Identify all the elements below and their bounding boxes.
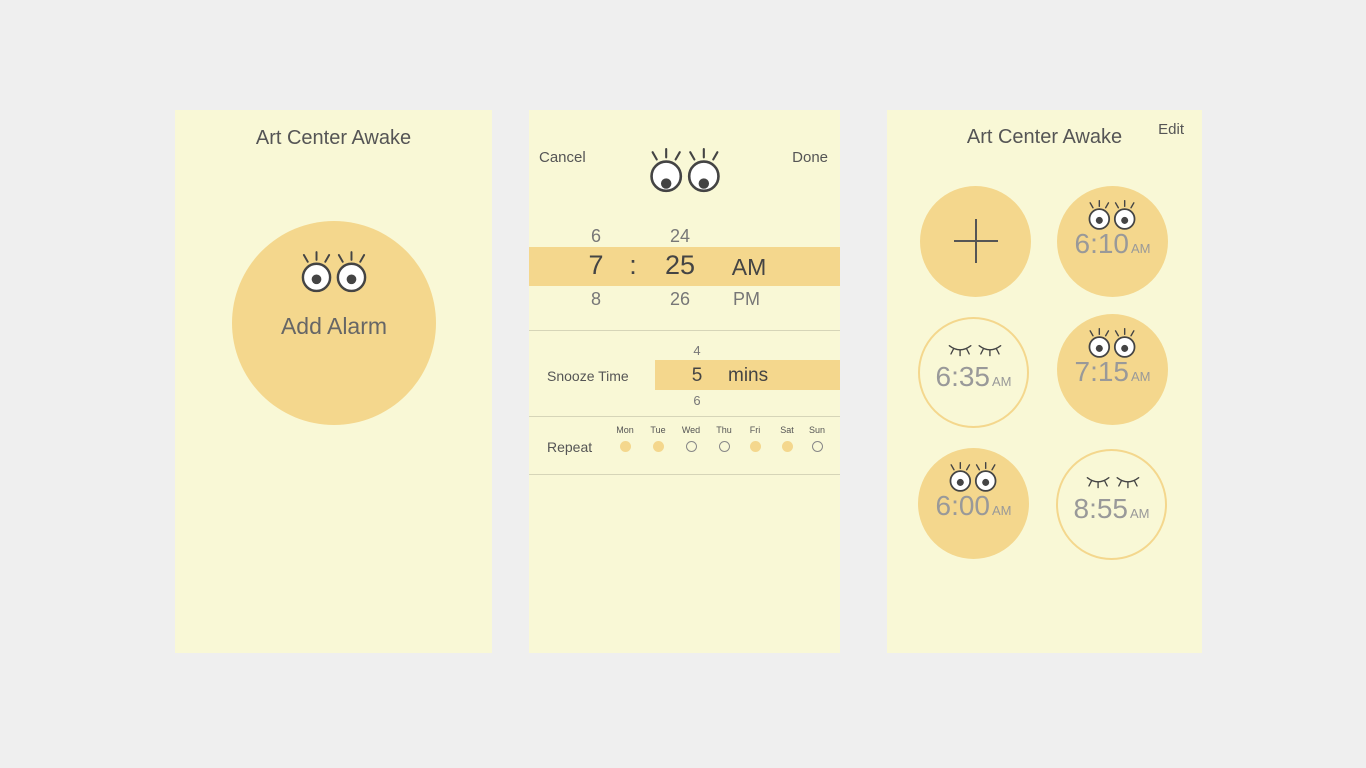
alarm-time-value: 6:35 — [935, 361, 991, 392]
ampm-next[interactable]: PM — [733, 289, 760, 309]
cancel-button[interactable]: Cancel — [539, 149, 586, 166]
app-title: Art Center Awake — [966, 126, 1123, 148]
repeat-day-label: Wed — [681, 425, 701, 435]
home-screen: Art Center Awake Add Alarm — [175, 110, 492, 653]
hour-next[interactable]: 8 — [590, 289, 601, 309]
snooze-value[interactable]: 5 — [691, 365, 703, 386]
repeat-day-label: Sun — [808, 425, 825, 435]
snooze-prev[interactable]: 4 — [693, 343, 701, 358]
repeat-day-toggle[interactable] — [781, 441, 793, 452]
edit-alarm-screen: Cancel Done 6 7 8 : 24 25 26 AM PM Snooz… — [529, 110, 840, 653]
divider — [529, 330, 840, 331]
closed-eyes-icon — [946, 339, 1004, 359]
alarm-time: 7:15 AM — [1057, 356, 1168, 388]
hour-prev[interactable]: 6 — [590, 226, 601, 246]
alarm-ampm: AM — [1131, 369, 1151, 384]
ampm-value[interactable]: AM — [731, 254, 767, 280]
repeat-day-toggle[interactable] — [652, 441, 664, 452]
snooze-next[interactable]: 6 — [693, 393, 701, 408]
repeat-day-sun[interactable]: Sun — [802, 425, 832, 452]
alarm-ampm: AM — [992, 374, 1012, 389]
alarm-time: 6:10 AM — [1057, 228, 1168, 260]
alarm-item[interactable]: 7:15 AM — [1057, 314, 1168, 425]
alarm-ampm: AM — [1130, 506, 1150, 521]
snooze-selection-band — [655, 360, 840, 390]
alarm-time-value: 7:15 — [1074, 356, 1130, 387]
repeat-day-wed[interactable]: Wed — [676, 425, 706, 452]
divider — [529, 474, 840, 475]
minute-prev[interactable]: 24 — [669, 226, 691, 246]
closed-eyes-icon — [1084, 471, 1142, 491]
alarm-ampm: AM — [1131, 241, 1151, 256]
alarm-time: 6:00 AM — [918, 490, 1029, 522]
alarm-item[interactable]: 6:10 AM — [1057, 186, 1168, 297]
alarm-time-value: 8:55 — [1073, 493, 1129, 524]
open-eyes-icon — [948, 462, 998, 493]
repeat-day-toggle[interactable] — [685, 441, 697, 452]
alarm-time: 8:55 AM — [1058, 493, 1165, 525]
time-separator: : — [629, 250, 637, 280]
repeat-day-fri[interactable]: Fri — [740, 425, 770, 452]
repeat-day-sat[interactable]: Sat — [772, 425, 802, 452]
app-title: Art Center Awake — [255, 127, 412, 149]
open-eyes-icon — [300, 251, 368, 294]
open-eyes-icon — [1087, 328, 1137, 359]
divider — [529, 416, 840, 417]
repeat-day-toggle[interactable] — [718, 441, 730, 452]
alarm-item[interactable]: 6:35 AM — [918, 317, 1029, 428]
add-alarm-button[interactable] — [920, 186, 1031, 297]
repeat-day-thu[interactable]: Thu — [709, 425, 739, 452]
repeat-day-tue[interactable]: Tue — [643, 425, 673, 452]
open-eyes-icon — [1087, 200, 1137, 231]
alarm-item[interactable]: 6:00 AM — [918, 448, 1029, 559]
repeat-day-toggle[interactable] — [749, 441, 761, 452]
alarm-list-screen: Art Center Awake Edit 6:10 AM 6:35 AM 7:15 AM… — [887, 110, 1202, 653]
minute-next[interactable]: 26 — [669, 289, 691, 309]
repeat-day-label: Fri — [749, 425, 761, 435]
add-alarm-label: Add Alarm — [280, 313, 388, 339]
snooze-unit: mins — [728, 365, 769, 386]
time-selection-band — [529, 247, 840, 286]
done-button[interactable]: Done — [792, 149, 828, 166]
alarm-ampm: AM — [992, 503, 1012, 518]
repeat-label: Repeat — [547, 439, 593, 455]
repeat-day-mon[interactable]: Mon — [610, 425, 640, 452]
alarm-time-value: 6:00 — [935, 490, 991, 521]
snooze-label: Snooze Time — [547, 368, 629, 384]
repeat-day-toggle[interactable] — [619, 441, 631, 452]
repeat-day-label: Tue — [650, 425, 666, 435]
edit-button[interactable]: Edit — [1158, 121, 1184, 138]
alarm-time: 6:35 AM — [920, 361, 1027, 393]
minute-value[interactable]: 25 — [664, 250, 696, 280]
add-alarm-button[interactable]: Add Alarm — [232, 221, 436, 425]
open-eyes-icon — [648, 148, 722, 194]
repeat-day-label: Sat — [780, 425, 794, 435]
repeat-day-label: Mon — [616, 425, 634, 435]
alarm-time-value: 6:10 — [1074, 228, 1130, 259]
repeat-day-label: Thu — [716, 425, 732, 435]
repeat-day-toggle[interactable] — [811, 441, 823, 452]
hour-value[interactable]: 7 — [588, 250, 604, 280]
alarm-item[interactable]: 8:55 AM — [1056, 449, 1167, 560]
